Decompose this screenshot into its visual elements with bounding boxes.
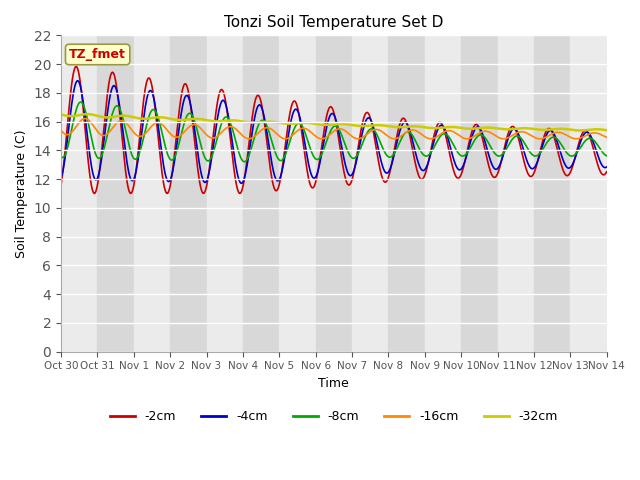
Bar — [570, 36, 607, 351]
X-axis label: Time: Time — [319, 377, 349, 390]
Bar — [534, 36, 570, 351]
Bar — [388, 36, 425, 351]
Text: TZ_fmet: TZ_fmet — [69, 48, 126, 61]
Legend: -2cm, -4cm, -8cm, -16cm, -32cm: -2cm, -4cm, -8cm, -16cm, -32cm — [104, 405, 563, 428]
Bar — [97, 36, 134, 351]
Bar — [461, 36, 497, 351]
Bar — [352, 36, 388, 351]
Bar — [425, 36, 461, 351]
Bar — [497, 36, 534, 351]
Bar — [61, 36, 97, 351]
Bar — [134, 36, 170, 351]
Bar — [279, 36, 316, 351]
Bar — [170, 36, 207, 351]
Bar — [316, 36, 352, 351]
Bar — [243, 36, 279, 351]
Bar — [207, 36, 243, 351]
Title: Tonzi Soil Temperature Set D: Tonzi Soil Temperature Set D — [224, 15, 444, 30]
Y-axis label: Soil Temperature (C): Soil Temperature (C) — [15, 129, 28, 258]
